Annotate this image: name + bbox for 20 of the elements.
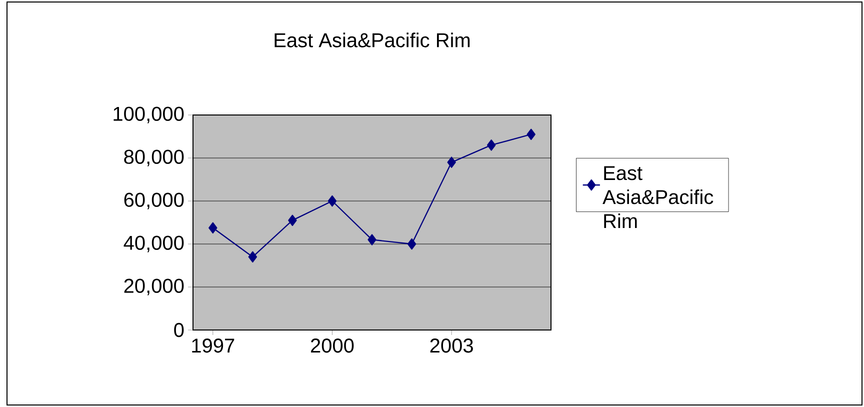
point <box>486 139 496 151</box>
point <box>526 128 536 140</box>
x-tick-label: 1997 <box>192 338 234 353</box>
x-tick-label: 2000 <box>310 338 354 353</box>
point <box>288 214 297 226</box>
legend-label: East Asia&Pacific Rim <box>602 166 714 228</box>
chart-title: East Asia&Pacific Rim <box>274 32 470 48</box>
x-tick-label: 2003 <box>430 338 473 353</box>
point <box>208 222 218 234</box>
point <box>407 238 416 250</box>
point <box>248 251 258 262</box>
y-tick-label: 80,000 <box>124 150 184 166</box>
point <box>328 195 337 207</box>
y-tick-label: 60,000 <box>124 192 184 210</box>
y-tick-label: 100,000 <box>114 106 184 124</box>
point <box>368 234 376 246</box>
y-tick-label: 40,000 <box>124 236 184 252</box>
point <box>447 156 456 168</box>
y-tick-label: 20,000 <box>124 278 184 296</box>
y-tick-label: 0 <box>174 322 184 338</box>
